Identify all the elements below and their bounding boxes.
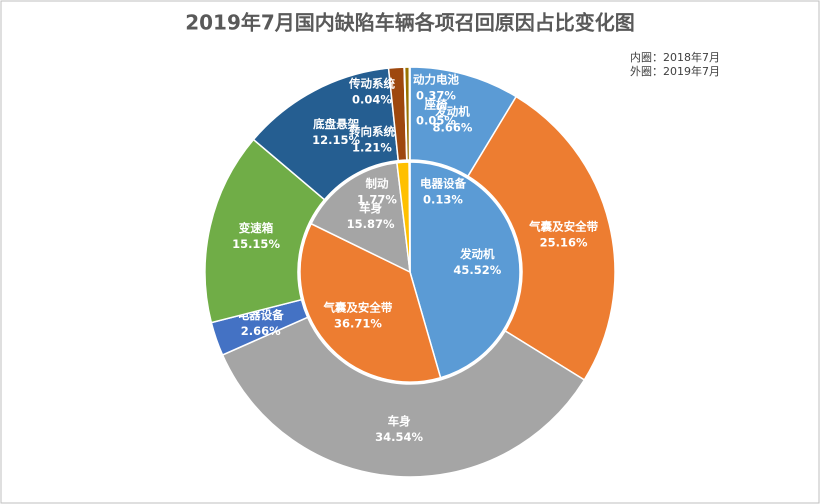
slice-label: 发动机	[434, 104, 470, 118]
slice	[408, 66, 411, 161]
slice	[408, 161, 411, 273]
value-label: 0.04%	[352, 93, 392, 107]
slice	[466, 95, 616, 381]
value-label: 0.37%	[416, 89, 456, 103]
value-label: 34.54%	[375, 430, 423, 444]
value-label: 12.15%	[312, 133, 360, 147]
value-label: 0.05%	[416, 114, 456, 128]
slice-label: 车身	[359, 201, 382, 215]
slice-label: 发动机	[459, 247, 495, 261]
slice	[409, 161, 521, 379]
annotation: 内圈：2018年7月	[630, 50, 720, 64]
slice-label: 车身	[388, 414, 411, 428]
slice-label: 底盘悬架	[313, 117, 359, 131]
value-label: 0.13%	[423, 193, 463, 207]
slice-label: 电器设备	[420, 177, 466, 191]
slice	[299, 222, 442, 383]
chart-title: 2019年7月国内缺陷车辆各项召回原因占比变化图	[185, 11, 635, 35]
slice-label: 传动系统	[348, 77, 395, 91]
value-label: 15.87%	[347, 217, 395, 231]
slice-label: 制动	[366, 177, 389, 191]
value-label: 1.77%	[357, 193, 397, 207]
value-label: 45.52%	[453, 263, 501, 277]
slice-label: 座椅	[424, 98, 448, 112]
annotation: 外圈：2019年7月	[630, 64, 720, 78]
value-label: 8.66%	[433, 120, 473, 134]
value-label: 1.21%	[352, 141, 392, 155]
value-label: 2.66%	[241, 324, 281, 338]
slice-label: 气囊及安全带	[528, 220, 598, 234]
slice	[310, 161, 411, 274]
slice-label: 转向系统	[349, 125, 395, 139]
value-label: 25.16%	[540, 236, 588, 250]
slice-label: 气囊及安全带	[322, 300, 392, 314]
slice-label: 动力电池	[413, 73, 459, 87]
value-label: 36.71%	[334, 316, 382, 330]
slice	[221, 316, 586, 478]
slice-label: 变速箱	[239, 221, 274, 235]
value-label: 15.15%	[232, 237, 280, 251]
